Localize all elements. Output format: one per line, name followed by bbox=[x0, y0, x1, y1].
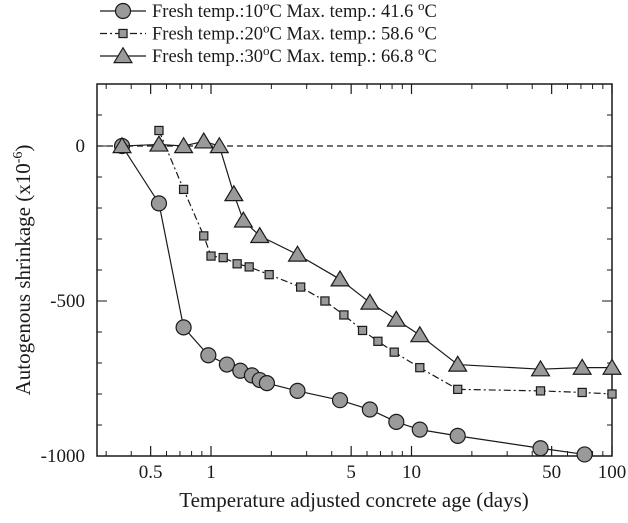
series-square bbox=[154, 125, 617, 399]
y-axis-title-text: Autogenous shrinkage (x10 bbox=[11, 163, 35, 395]
data-point-triangle bbox=[572, 358, 593, 375]
series-layer bbox=[112, 125, 622, 463]
legend-label-text: Fresh temp.:10 bbox=[152, 2, 263, 22]
data-point-circle bbox=[289, 382, 306, 399]
x-axis-title: Temperature adjusted concrete age (days) bbox=[179, 488, 529, 512]
legend-entry: Fresh temp.:30oC Max. temp.: 66.8 oC bbox=[100, 43, 437, 67]
legend-marker-circle bbox=[114, 2, 132, 20]
data-point-square bbox=[178, 184, 189, 195]
y-tick-label: -500 bbox=[50, 291, 85, 312]
data-point-circle bbox=[331, 392, 349, 409]
data-point-triangle bbox=[287, 245, 308, 262]
legend-label: Fresh temp.:30oC Max. temp.: 66.8 oC bbox=[152, 43, 437, 67]
y-tick-label: -1000 bbox=[41, 446, 85, 467]
legend-label-text: C bbox=[425, 25, 437, 45]
data-point-triangle bbox=[447, 355, 468, 372]
legend-label-superscript: o bbox=[418, 0, 425, 13]
data-point-circle bbox=[449, 427, 466, 444]
y-axis-title-exponent: -6 bbox=[11, 152, 26, 164]
data-point-square bbox=[232, 259, 242, 269]
legend-label-text: Fresh temp.:20 bbox=[152, 25, 263, 45]
data-point-square bbox=[357, 325, 368, 336]
data-point-square bbox=[415, 362, 425, 373]
data-point-triangle bbox=[409, 325, 430, 343]
x-tick-label: 5 bbox=[346, 462, 356, 483]
legend-label-superscript: o bbox=[263, 43, 270, 58]
legend-marker-square bbox=[118, 28, 128, 39]
data-point-triangle bbox=[193, 131, 214, 149]
data-point-circle bbox=[411, 421, 428, 438]
data-point-square bbox=[535, 386, 546, 396]
x-tick-label: 10 bbox=[402, 462, 421, 483]
legend-entry: Fresh temp.:20oC Max. temp.: 58.6 oC bbox=[100, 21, 437, 45]
data-point-triangle bbox=[209, 136, 230, 154]
data-point-circle bbox=[388, 413, 405, 430]
legend-label-text: C Max. temp.: 41.6 bbox=[270, 2, 419, 22]
data-point-circle bbox=[200, 347, 217, 364]
data-point-square bbox=[218, 252, 228, 263]
data-point-triangle bbox=[148, 135, 169, 152]
data-point-square bbox=[264, 269, 274, 280]
x-tick-label: 0.5 bbox=[139, 462, 163, 483]
plot-frame bbox=[96, 83, 613, 457]
data-point-square bbox=[206, 251, 216, 261]
data-point-square bbox=[577, 387, 587, 398]
data-point-square bbox=[607, 389, 617, 399]
data-point-triangle bbox=[223, 184, 244, 202]
y-tick-label: 0 bbox=[76, 136, 86, 157]
data-point-square bbox=[453, 384, 463, 395]
data-point-circle bbox=[150, 195, 168, 212]
data-point-triangle bbox=[330, 269, 350, 287]
data-point-triangle bbox=[112, 136, 133, 154]
legend-label-superscript: o bbox=[263, 0, 270, 13]
legend-label-text: Fresh temp.:30 bbox=[152, 47, 263, 67]
data-point-circle bbox=[532, 440, 549, 457]
data-point-circle bbox=[218, 356, 235, 373]
series-line bbox=[121, 145, 585, 456]
data-point-triangle bbox=[173, 136, 194, 154]
data-point-square bbox=[295, 282, 306, 292]
data-point-triangle bbox=[249, 226, 270, 244]
x-tick-label: 1 bbox=[206, 462, 216, 483]
data-point-square bbox=[320, 296, 330, 306]
data-point-square bbox=[373, 336, 383, 346]
data-point-triangle bbox=[233, 210, 254, 228]
data-point-triangle bbox=[359, 293, 380, 310]
data-point-square bbox=[339, 310, 349, 320]
legend-label-superscript: o bbox=[418, 43, 425, 58]
legend-label-superscript: o bbox=[418, 21, 425, 36]
series-circle bbox=[113, 137, 593, 463]
data-point-square bbox=[389, 347, 399, 357]
x-tick-label: 100 bbox=[598, 462, 627, 483]
data-point-triangle bbox=[386, 310, 407, 327]
x-tick-label: 50 bbox=[542, 462, 561, 483]
legend-label-text: C Max. temp.: 58.6 bbox=[270, 25, 419, 45]
legend: Fresh temp.:10oC Max. temp.: 41.6 oCFres… bbox=[100, 0, 437, 67]
data-point-triangle bbox=[530, 359, 551, 377]
axis-ticks: 0.5 1 5 10 50 100 0 -500 -1000 bbox=[41, 83, 627, 483]
data-point-circle bbox=[258, 375, 275, 392]
data-point-circle bbox=[576, 446, 593, 463]
legend-label-text: C bbox=[425, 47, 437, 67]
data-point-circle bbox=[175, 319, 192, 336]
legend-label-superscript: o bbox=[263, 21, 270, 36]
data-point-triangle bbox=[602, 358, 622, 375]
legend-marker-triangle bbox=[113, 46, 133, 64]
legend-label: Fresh temp.:20oC Max. temp.: 58.6 oC bbox=[152, 21, 437, 45]
y-axis-title: Autogenous shrinkage (x10-6) bbox=[11, 145, 35, 396]
legend-entry: Fresh temp.:10oC Max. temp.: 41.6 oC bbox=[100, 0, 437, 22]
legend-label: Fresh temp.:10oC Max. temp.: 41.6 oC bbox=[152, 0, 437, 22]
data-point-square bbox=[199, 231, 209, 241]
data-point-circle bbox=[361, 401, 378, 418]
series-triangle bbox=[112, 131, 622, 377]
data-point-square bbox=[154, 125, 164, 136]
y-axis-title-close: ) bbox=[11, 145, 35, 152]
data-point-square bbox=[244, 262, 254, 272]
legend-label-text: C Max. temp.: 66.8 bbox=[270, 47, 419, 67]
legend-label-text: C bbox=[425, 2, 437, 22]
